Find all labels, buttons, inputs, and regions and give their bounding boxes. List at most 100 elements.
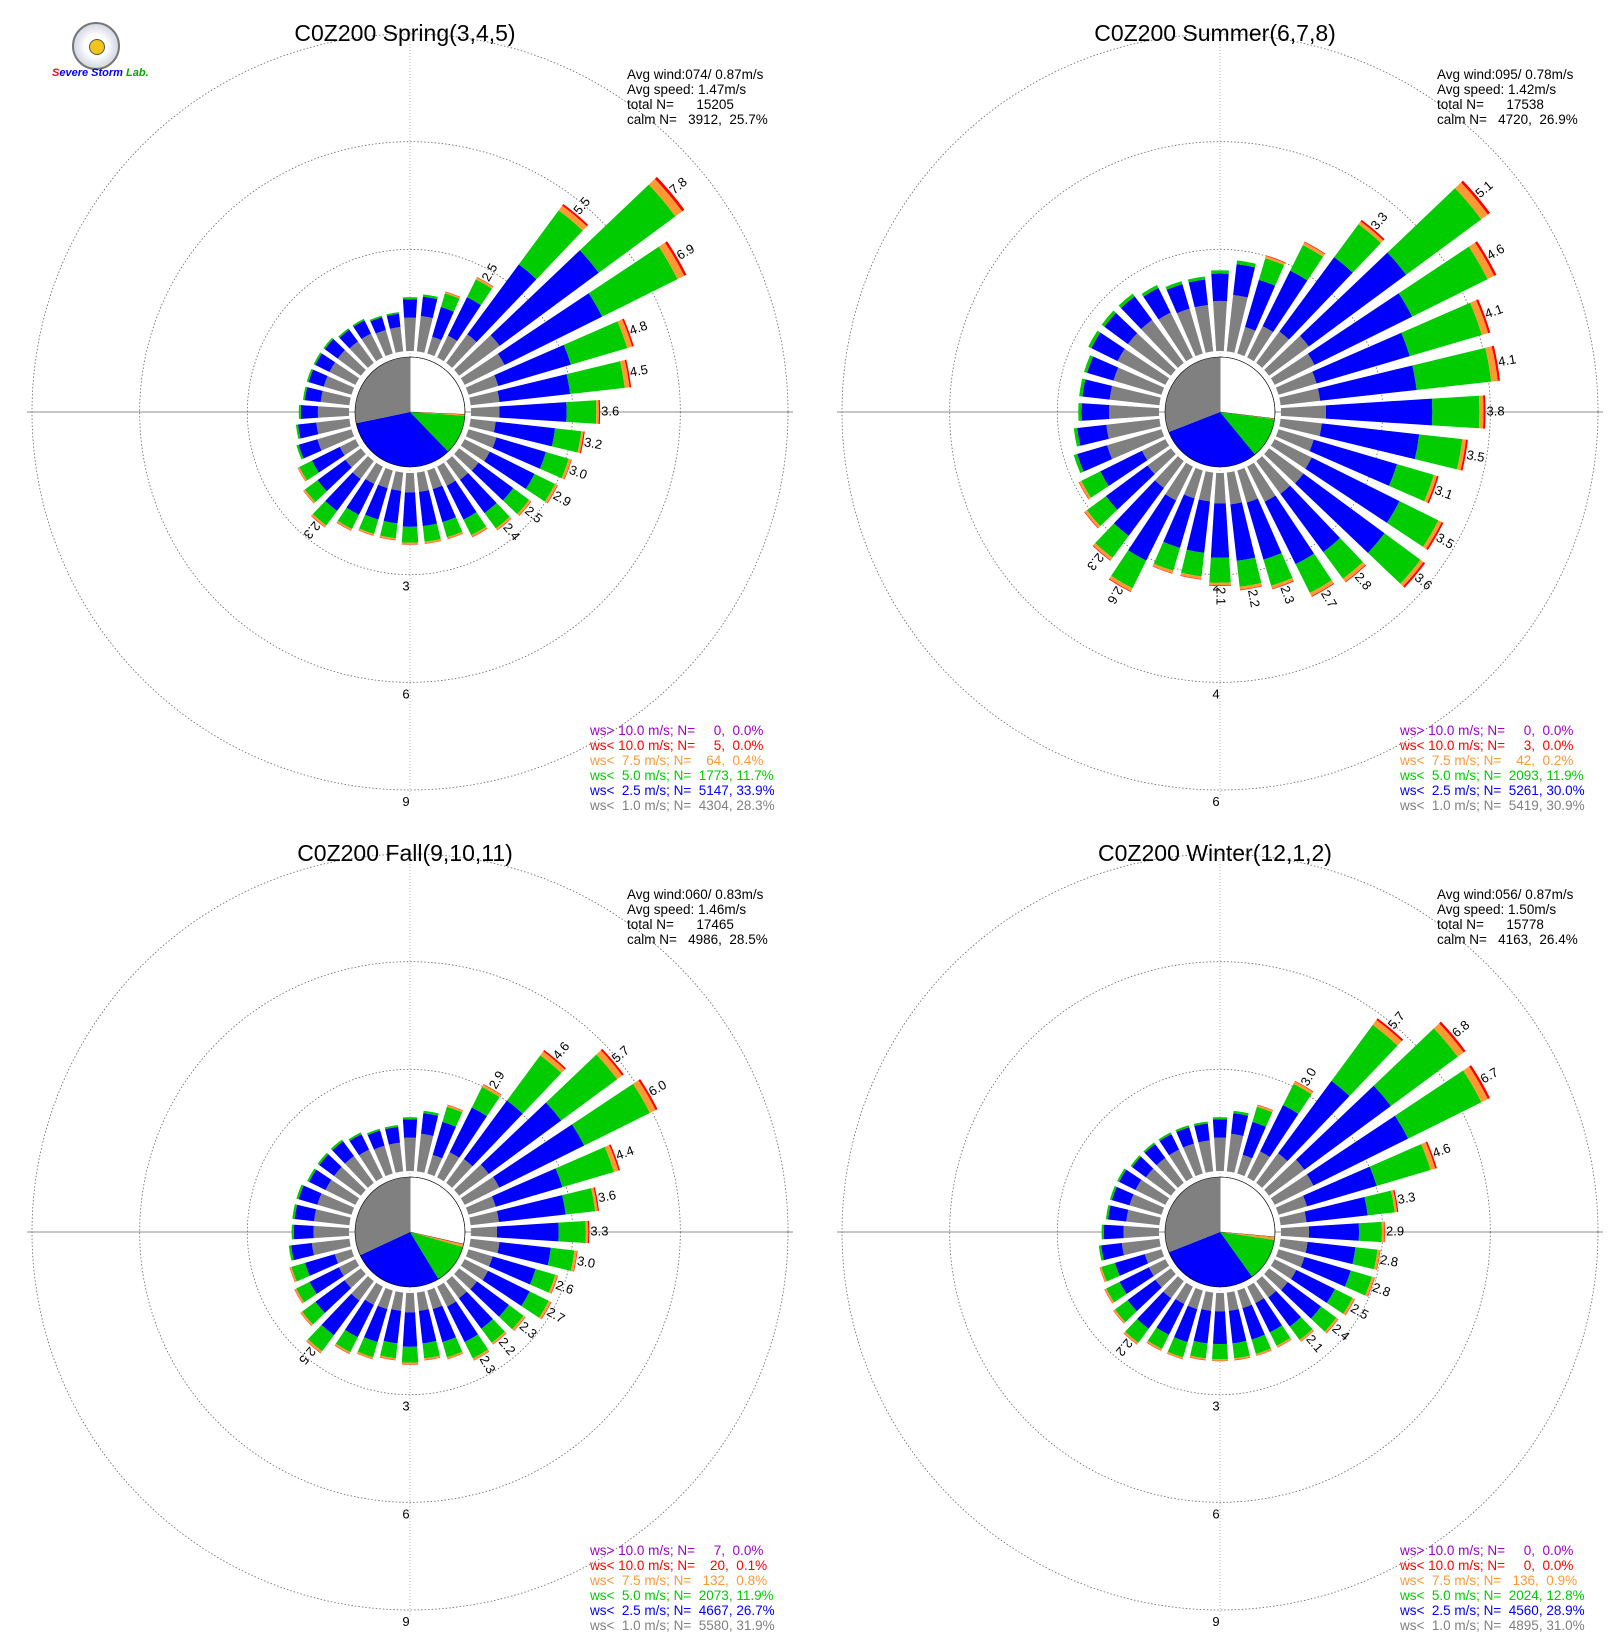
calm-circle xyxy=(354,356,466,468)
wind-bar-segment xyxy=(306,1339,323,1353)
wind-bar-segment xyxy=(1345,564,1367,583)
wind-bar-segment xyxy=(1201,1291,1214,1311)
wind-bar-segment xyxy=(1234,1355,1251,1361)
wind-bar-segment xyxy=(1119,1267,1154,1295)
wind-bar-segment xyxy=(544,484,558,504)
wind-bar-segment xyxy=(1412,347,1492,390)
wind-bar-segment xyxy=(300,405,319,419)
wind-bar-segment xyxy=(475,277,494,289)
wind-bar-segment xyxy=(1194,1123,1210,1143)
wind-bar-segment xyxy=(1264,495,1315,565)
wind-bar-segment xyxy=(1146,1340,1162,1351)
wind-stats: Avg wind:056/ 0.87m/s Avg speed: 1.50m/s… xyxy=(1437,887,1578,947)
wind-bar-segment xyxy=(1120,296,1153,330)
wind-bar-segment xyxy=(404,317,416,352)
wind-bar-segment xyxy=(356,1353,373,1360)
bar-label: 3.3 xyxy=(590,1223,608,1238)
wind-bar-segment xyxy=(465,375,499,395)
bar-label: 2.9 xyxy=(1386,1223,1404,1238)
wind-bar-segment xyxy=(303,386,308,401)
ring-label: 3 xyxy=(1212,1399,1219,1414)
wind-bar-segment xyxy=(1183,1143,1203,1177)
wind-bar-segment xyxy=(1381,1221,1385,1243)
wind-bar-segment xyxy=(323,375,355,395)
speed-legend: ws> 10.0 m/s; N= 0, 0.0% ws< 10.0 m/s; N… xyxy=(1400,723,1585,813)
wind-bar-segment xyxy=(385,1126,400,1145)
calm-pie-slice xyxy=(409,356,466,415)
wind-bar-segment xyxy=(1146,1342,1162,1351)
wind-bar-segment xyxy=(1245,279,1276,331)
wind-bar-segment xyxy=(383,1309,402,1344)
wind-bar-segment xyxy=(1141,439,1170,461)
wind-bar-segment xyxy=(379,535,396,541)
wind-bar-segment xyxy=(1344,1270,1373,1296)
bar-label: 3.5 xyxy=(1465,447,1485,465)
wind-bar-segment xyxy=(579,431,585,454)
wind-bar-segment xyxy=(1108,578,1131,593)
wind-bar-segment xyxy=(421,1113,439,1136)
wind-bar-segment xyxy=(1275,371,1317,395)
wind-bar-segment xyxy=(427,1154,443,1177)
wind-bar-segment xyxy=(593,1187,600,1211)
legend-entry: ws< 10.0 m/s; N= 5, 0.0% xyxy=(590,738,764,753)
wind-bar-segment xyxy=(484,451,535,489)
wind-bar-segment xyxy=(1118,293,1135,308)
wind-bar-segment xyxy=(296,1184,304,1200)
wind-bar-segment xyxy=(1279,1211,1307,1226)
wind-bar-segment xyxy=(294,1288,305,1304)
wind-bar-segment xyxy=(1308,1223,1360,1241)
wind-bar-segment xyxy=(320,390,351,406)
calm-pie-slice xyxy=(1168,412,1255,467)
wind-bar-segment xyxy=(1384,1221,1386,1243)
wind-bar-segment xyxy=(1255,1298,1283,1333)
wind-bar-segment xyxy=(1300,1330,1315,1342)
wind-bar-segment xyxy=(497,1242,551,1266)
wind-bar-segment xyxy=(424,538,442,544)
wind-bar-segment xyxy=(365,484,388,520)
wind-bar-segment xyxy=(447,297,481,342)
legend-entry: ws< 1.0 m/s; N= 4895, 31.0% xyxy=(1400,1618,1585,1633)
wind-bar-segment xyxy=(440,293,460,312)
range-ring xyxy=(139,141,681,683)
wind-bar-segment xyxy=(401,544,419,545)
bar-label: 4.4 xyxy=(614,1143,636,1163)
wind-bar-segment xyxy=(302,1301,325,1325)
wind-bar-segment xyxy=(1165,462,1193,501)
wind-bar-segment xyxy=(1226,1291,1239,1311)
legend-entry: ws< 2.5 m/s; N= 5261, 30.0% xyxy=(1400,783,1585,798)
wind-bar-segment xyxy=(1280,405,1327,419)
wind-bar-segment xyxy=(1334,224,1381,273)
legend-entry: ws< 10.0 m/s; N= 3, 0.0% xyxy=(1400,738,1574,753)
wind-bar-segment xyxy=(539,452,569,479)
wind-bar-segment xyxy=(1144,1249,1165,1264)
wind-bar-segment xyxy=(572,1083,650,1146)
wind-bar-segment xyxy=(1105,465,1155,510)
wind-bar-segment xyxy=(309,1267,344,1295)
wind-bar-segment xyxy=(334,1345,350,1355)
bar-label: 2.3 xyxy=(1277,584,1297,606)
legend-entry: ws< 1.0 m/s; N= 5419, 30.9% xyxy=(1400,798,1585,813)
wind-bar-segment xyxy=(497,374,571,402)
wind-bar-segment xyxy=(1319,423,1420,460)
wind-bar-segment xyxy=(617,319,633,349)
wind-bar-segment xyxy=(1087,356,1119,381)
wind-bar-segment xyxy=(346,478,375,515)
wind-bar-segment xyxy=(591,1187,598,1212)
wind-bar-segment xyxy=(1294,1080,1314,1092)
wind-bar-segment xyxy=(334,1166,366,1196)
avg-speed: Avg speed: 1.46m/s xyxy=(627,902,747,917)
wind-bar-segment xyxy=(325,1179,360,1205)
wind-bar-segment xyxy=(312,501,338,526)
wind-bar-segment xyxy=(638,1079,658,1111)
wind-rose-panel-spring: 3 6 9 2.5 5.5 7.8 6.9 4.8 4.5 3.6 3.2 3.0 2.9 2.5 2.4 2… xyxy=(0,0,810,820)
wind-bar-segment xyxy=(1468,242,1495,280)
wind-bar-segment xyxy=(1214,472,1226,504)
wind-bar-segment xyxy=(1307,293,1413,366)
wind-bar-segment xyxy=(1189,1355,1206,1361)
wind-bar-segment xyxy=(1295,473,1385,553)
wind-bar-segment xyxy=(1237,1287,1252,1309)
calm-count: calm N= 4986, 28.5% xyxy=(627,932,768,947)
wind-bar-segment xyxy=(1145,1168,1176,1196)
wind-bar-segment xyxy=(317,429,355,451)
